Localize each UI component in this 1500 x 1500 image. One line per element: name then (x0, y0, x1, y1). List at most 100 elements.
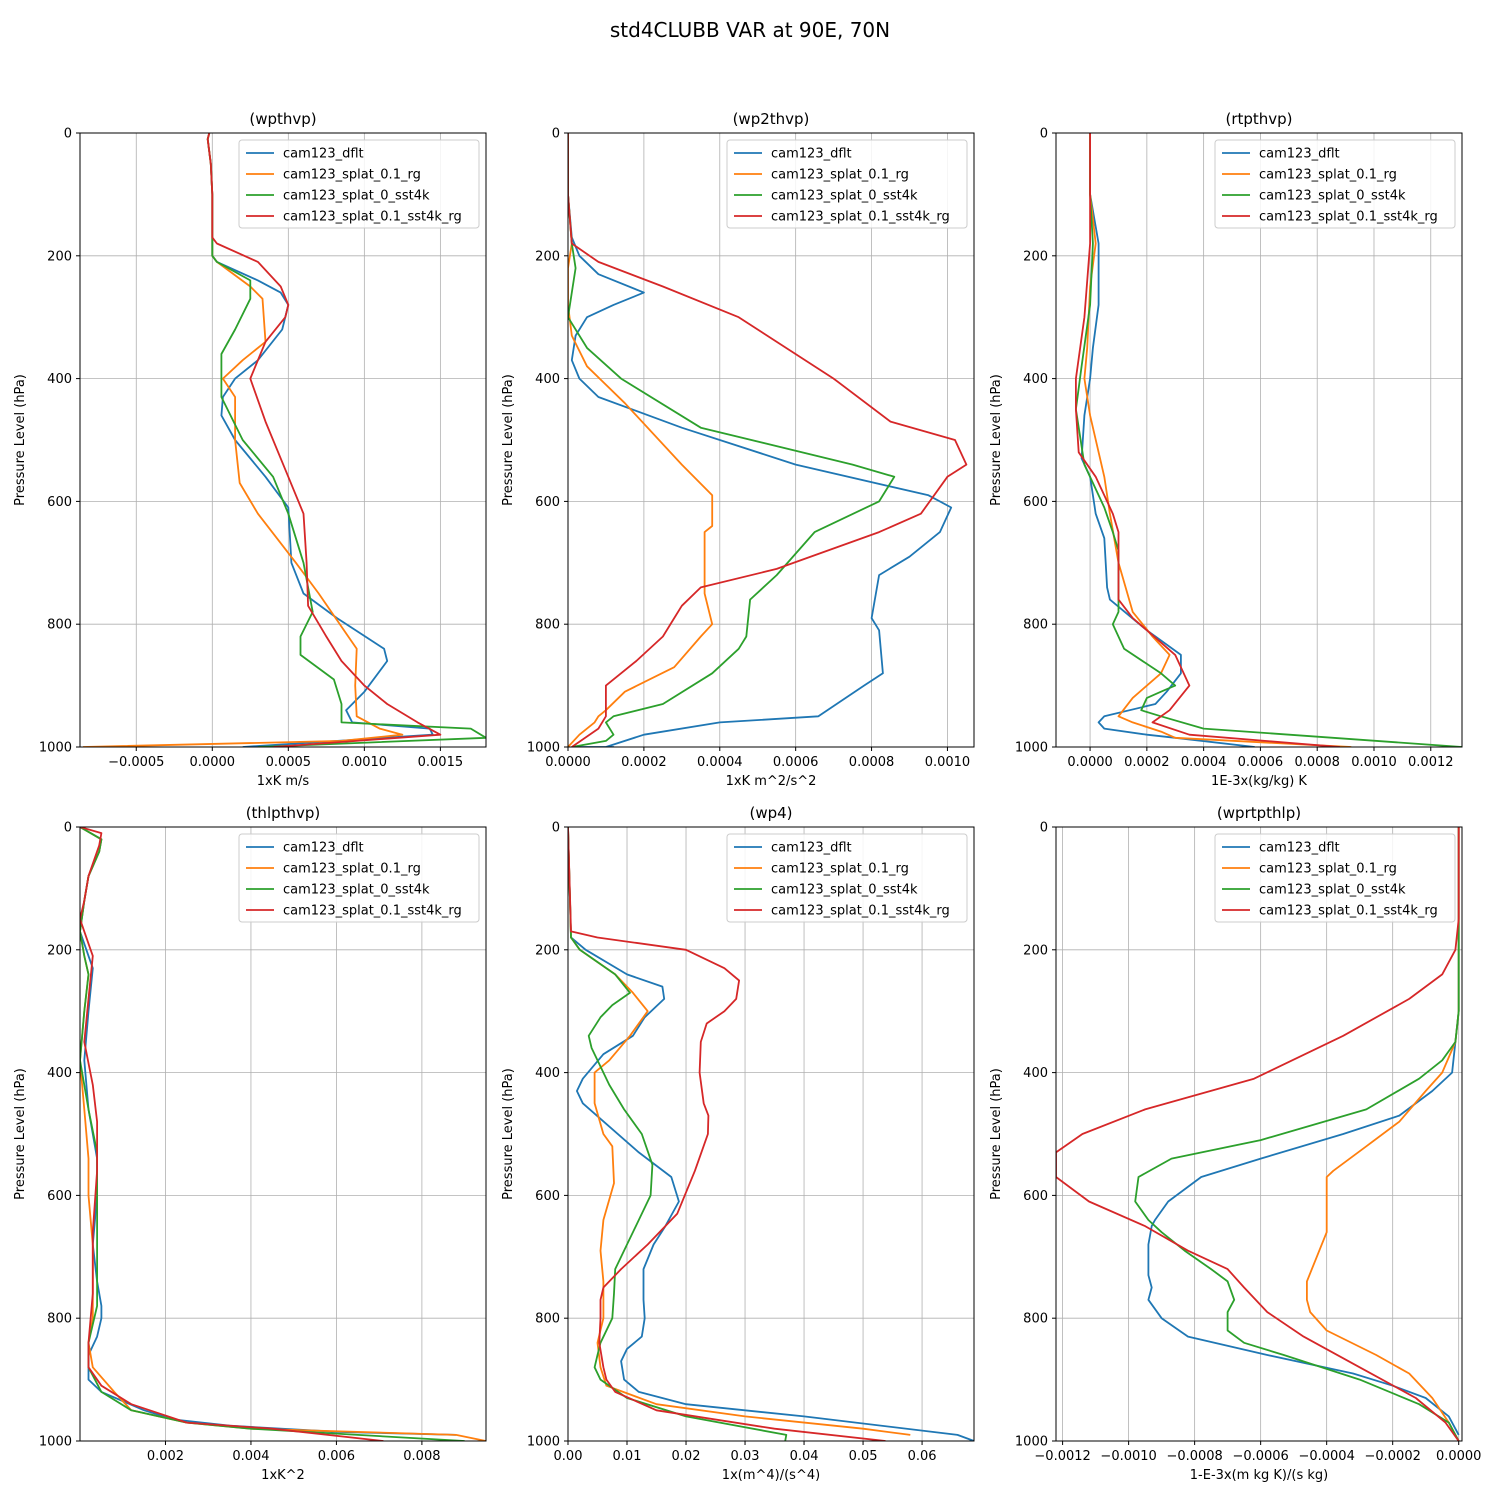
legend-label-cam123-splat-0-1-rg: cam123_splat_0.1_rg (771, 168, 909, 183)
x-tick-label: 0.0005 (266, 755, 312, 770)
y-tick-label: 800 (1023, 618, 1048, 633)
legend-label-cam123-splat-0-sst4k: cam123_splat_0_sst4k (771, 189, 918, 204)
series-group (1056, 827, 1460, 1441)
y-tick-label: 400 (47, 372, 72, 387)
y-axis-label: Pressure Level (hPa) (13, 374, 28, 506)
x-tick-label: 0.0015 (418, 755, 464, 770)
axes-frame (79, 826, 487, 1442)
legend-box (238, 833, 480, 923)
series-line-cam123-splat-0-1-rg (568, 133, 714, 747)
legend-label-cam123-dflt: cam123_dflt (283, 841, 364, 856)
series-line-cam123-splat-0-sst4k (1134, 827, 1460, 1441)
y-tick-label: 1000 (527, 741, 560, 756)
legend-label-cam123-splat-0-sst4k: cam123_splat_0_sst4k (283, 189, 430, 204)
x-tick-label: 0.02 (672, 1449, 701, 1464)
legend-box (726, 139, 968, 229)
series-line-cam123-splat-0-sst4k (568, 133, 896, 747)
legend-label-cam123-dflt: cam123_dflt (771, 147, 852, 162)
x-tick-label: 0.008 (403, 1449, 440, 1464)
axes-frame (567, 826, 975, 1442)
series-line-cam123-dflt (1080, 133, 1255, 747)
panel-title: (wp2thvp) (733, 110, 810, 128)
x-tick-label: −0.0005 (108, 755, 164, 770)
x-tick-label: 0.0000 (1436, 1449, 1482, 1464)
legend-label-cam123-splat-0-1-rg: cam123_splat_0.1_rg (283, 168, 421, 183)
legend-label-cam123-dflt: cam123_dflt (1259, 841, 1340, 856)
panel-thlpthvp: 0.002 0.004 0.006 0.008 0 200 400 600 800 1000 (th… (13, 804, 487, 1483)
series-line-cam123-dflt (568, 133, 953, 747)
y-tick-label: 800 (47, 1312, 72, 1327)
x-tick-label: 0.0002 (1124, 755, 1170, 770)
axes-frame (1055, 132, 1463, 748)
y-tick-label: 800 (535, 1312, 560, 1327)
legend-label-cam123-splat-0-1-sst4k-rg: cam123_splat_0.1_sst4k_rg (1259, 210, 1438, 225)
x-tick-label: 0.0010 (925, 755, 971, 770)
figure-title: std4CLUBB VAR at 90E, 70N (610, 18, 890, 42)
legend-label-cam123-splat-0-1-sst4k-rg: cam123_splat_0.1_sst4k_rg (1259, 904, 1438, 919)
y-tick-label: 200 (47, 249, 72, 264)
y-tick-label: 800 (47, 618, 72, 633)
legend-box (1214, 139, 1456, 229)
series-line-cam123-splat-0-1-sst4k-rg (206, 133, 442, 747)
legend: cam123_dflt cam123_splat_0.1_rg cam123_spl… (726, 139, 968, 229)
x-tick-label: 0.0004 (697, 755, 743, 770)
x-tick-label: 0.0000 (190, 755, 236, 770)
legend-label-cam123-splat-0-1-sst4k-rg: cam123_splat_0.1_sst4k_rg (283, 210, 462, 225)
y-tick-label: 400 (47, 1066, 72, 1081)
y-tick-label: 200 (1023, 249, 1048, 264)
y-tick-label: 400 (535, 1066, 560, 1081)
x-axis-label: 1xK m/s (257, 774, 310, 789)
legend: cam123_dflt cam123_splat_0.1_rg cam123_spl… (1214, 139, 1456, 229)
y-tick-label: 400 (1023, 372, 1048, 387)
legend-label-cam123-splat-0-1-sst4k-rg: cam123_splat_0.1_sst4k_rg (771, 904, 950, 919)
y-tick-label: 600 (1023, 495, 1048, 510)
x-tick-label: 0.0004 (1181, 755, 1227, 770)
x-tick-label: 0.0010 (342, 755, 388, 770)
x-tick-label: −0.0012 (1034, 1449, 1090, 1464)
series-line-cam123-splat-0-sst4k (568, 827, 788, 1441)
y-axis-label: Pressure Level (hPa) (501, 1068, 516, 1200)
series-group (80, 827, 486, 1441)
series-line-cam123-dflt (1147, 827, 1460, 1436)
x-tick-label: 0.0008 (849, 755, 895, 770)
series-line-cam123-splat-0-1-sst4k-rg (568, 827, 886, 1441)
x-tick-label: 0.06 (908, 1449, 937, 1464)
y-axis-label: Pressure Level (hPa) (989, 1068, 1004, 1200)
series-group (568, 827, 974, 1441)
x-tick-label: 0.01 (613, 1449, 642, 1464)
x-tick-label: 0.0000 (545, 755, 591, 770)
x-tick-label: −0.0010 (1100, 1449, 1156, 1464)
y-tick-label: 0 (64, 821, 72, 836)
legend-label-cam123-dflt: cam123_dflt (771, 841, 852, 856)
legend-label-cam123-splat-0-sst4k: cam123_splat_0_sst4k (283, 883, 430, 898)
x-axis-label: 1E-3x(kg/kg) K (1211, 774, 1307, 789)
axes-frame (567, 132, 975, 748)
y-tick-label: 1000 (39, 741, 72, 756)
legend-label-cam123-splat-0-1-rg: cam123_splat_0.1_rg (1259, 168, 1397, 183)
axes-frame (1055, 826, 1463, 1442)
panel-title: (wprtpthlp) (1217, 804, 1301, 822)
y-tick-label: 200 (535, 249, 560, 264)
legend-label-cam123-splat-0-sst4k: cam123_splat_0_sst4k (1259, 189, 1406, 204)
y-tick-label: 600 (535, 495, 560, 510)
legend-label-cam123-splat-0-1-sst4k-rg: cam123_splat_0.1_sst4k_rg (283, 904, 462, 919)
y-axis-label: Pressure Level (hPa) (13, 1068, 28, 1200)
x-axis-label: 1x(m^4)/(s^4) (722, 1468, 820, 1483)
legend-label-cam123-dflt: cam123_dflt (283, 147, 364, 162)
x-tick-label: −0.0004 (1298, 1449, 1354, 1464)
y-tick-label: 1000 (1015, 1435, 1048, 1450)
series-line-cam123-splat-0-1-sst4k-rg (1075, 133, 1340, 747)
y-tick-label: 0 (552, 821, 560, 836)
x-tick-label: 0.006 (318, 1449, 355, 1464)
legend: cam123_dflt cam123_splat_0.1_rg cam123_spl… (238, 139, 480, 229)
x-tick-label: 0.03 (731, 1449, 760, 1464)
y-tick-label: 0 (1040, 821, 1048, 836)
x-tick-label: 0.0000 (1067, 755, 1113, 770)
y-tick-label: 0 (64, 127, 72, 142)
legend-label-cam123-splat-0-sst4k: cam123_splat_0_sst4k (771, 883, 918, 898)
y-tick-label: 400 (535, 372, 560, 387)
legend-box (1214, 833, 1456, 923)
legend-label-cam123-splat-0-1-rg: cam123_splat_0.1_rg (771, 862, 909, 877)
panel-wp2thvp: 0.0000 0.0002 0.0004 0.0006 0.0008 0.0010 0 200… (501, 110, 975, 789)
